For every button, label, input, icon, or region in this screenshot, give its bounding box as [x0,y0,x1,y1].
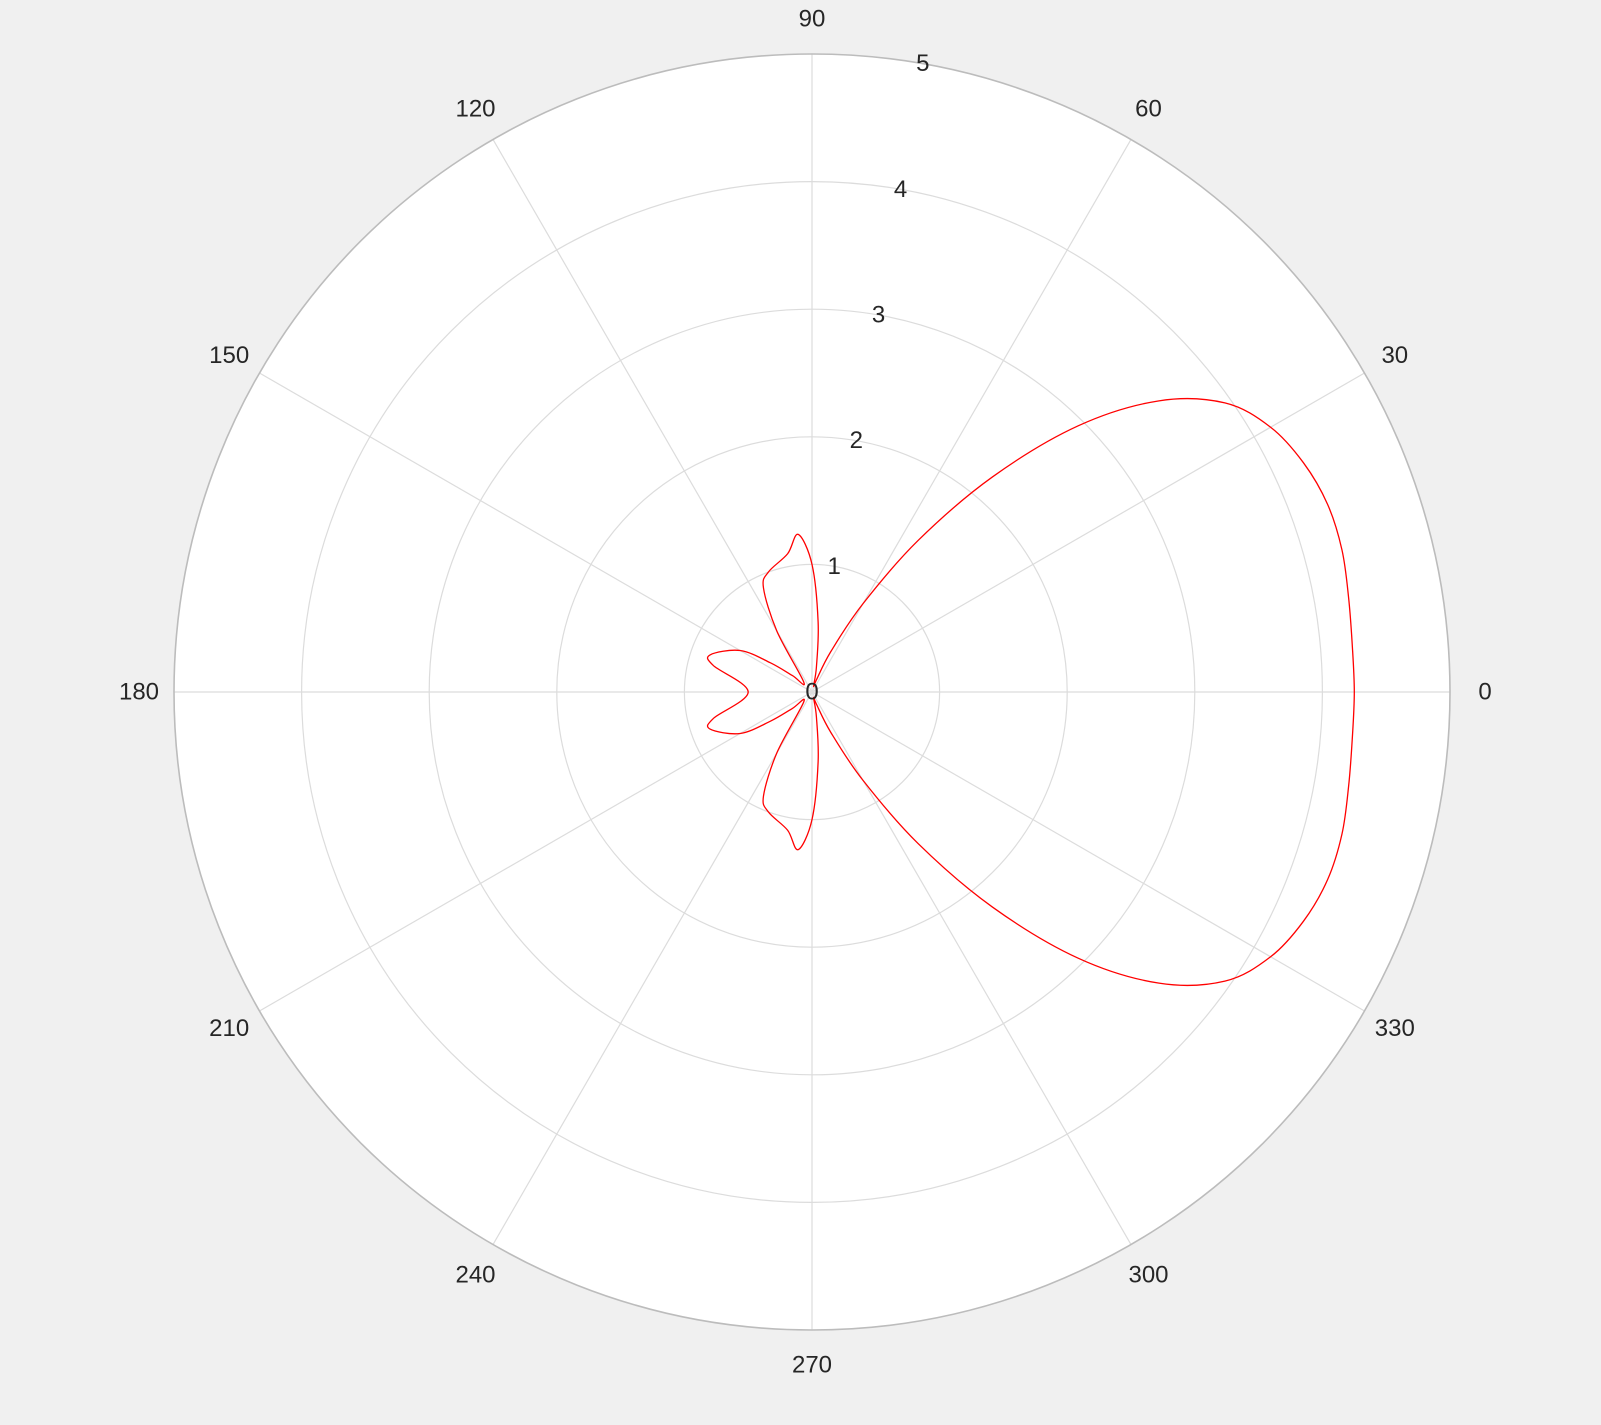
angle-tick-label: 60 [1135,96,1162,123]
angle-tick-label: 240 [455,1261,495,1288]
angular-grid-spokes [174,54,1450,1330]
angle-tick-label: 150 [209,342,249,369]
radius-tick-label: 1 [828,553,841,580]
angle-tick-label: 210 [209,1015,249,1042]
radius-tick-label: 0 [805,679,818,706]
radius-tick-label: 4 [894,176,907,203]
grid-spoke [259,372,813,693]
angle-tick-label: 180 [119,679,159,706]
angle-tick-label: 0 [1478,679,1491,706]
radius-tick-labels: 0 1 2 3 4 5 [805,50,929,705]
radius-tick-label: 3 [872,302,885,329]
series-layer [706,398,1355,986]
radius-tick-label: 5 [916,50,929,77]
series-line [706,398,1355,986]
angle-tick-label: 90 [799,6,826,33]
angle-tick-label: 330 [1375,1015,1415,1042]
grid-spoke [259,691,813,1012]
angle-tick-label: 270 [792,1352,832,1379]
grid-spoke [492,691,813,1245]
angle-tick-label: 300 [1128,1261,1168,1288]
grid-spoke [811,691,1365,1012]
plot-outer-ring [173,53,1451,1331]
radius-tick-label: 2 [850,427,863,454]
angle-tick-label: 120 [455,96,495,123]
grid-spoke [492,139,813,693]
angle-tick-label: 30 [1381,342,1408,369]
grid-spoke [811,372,1365,693]
